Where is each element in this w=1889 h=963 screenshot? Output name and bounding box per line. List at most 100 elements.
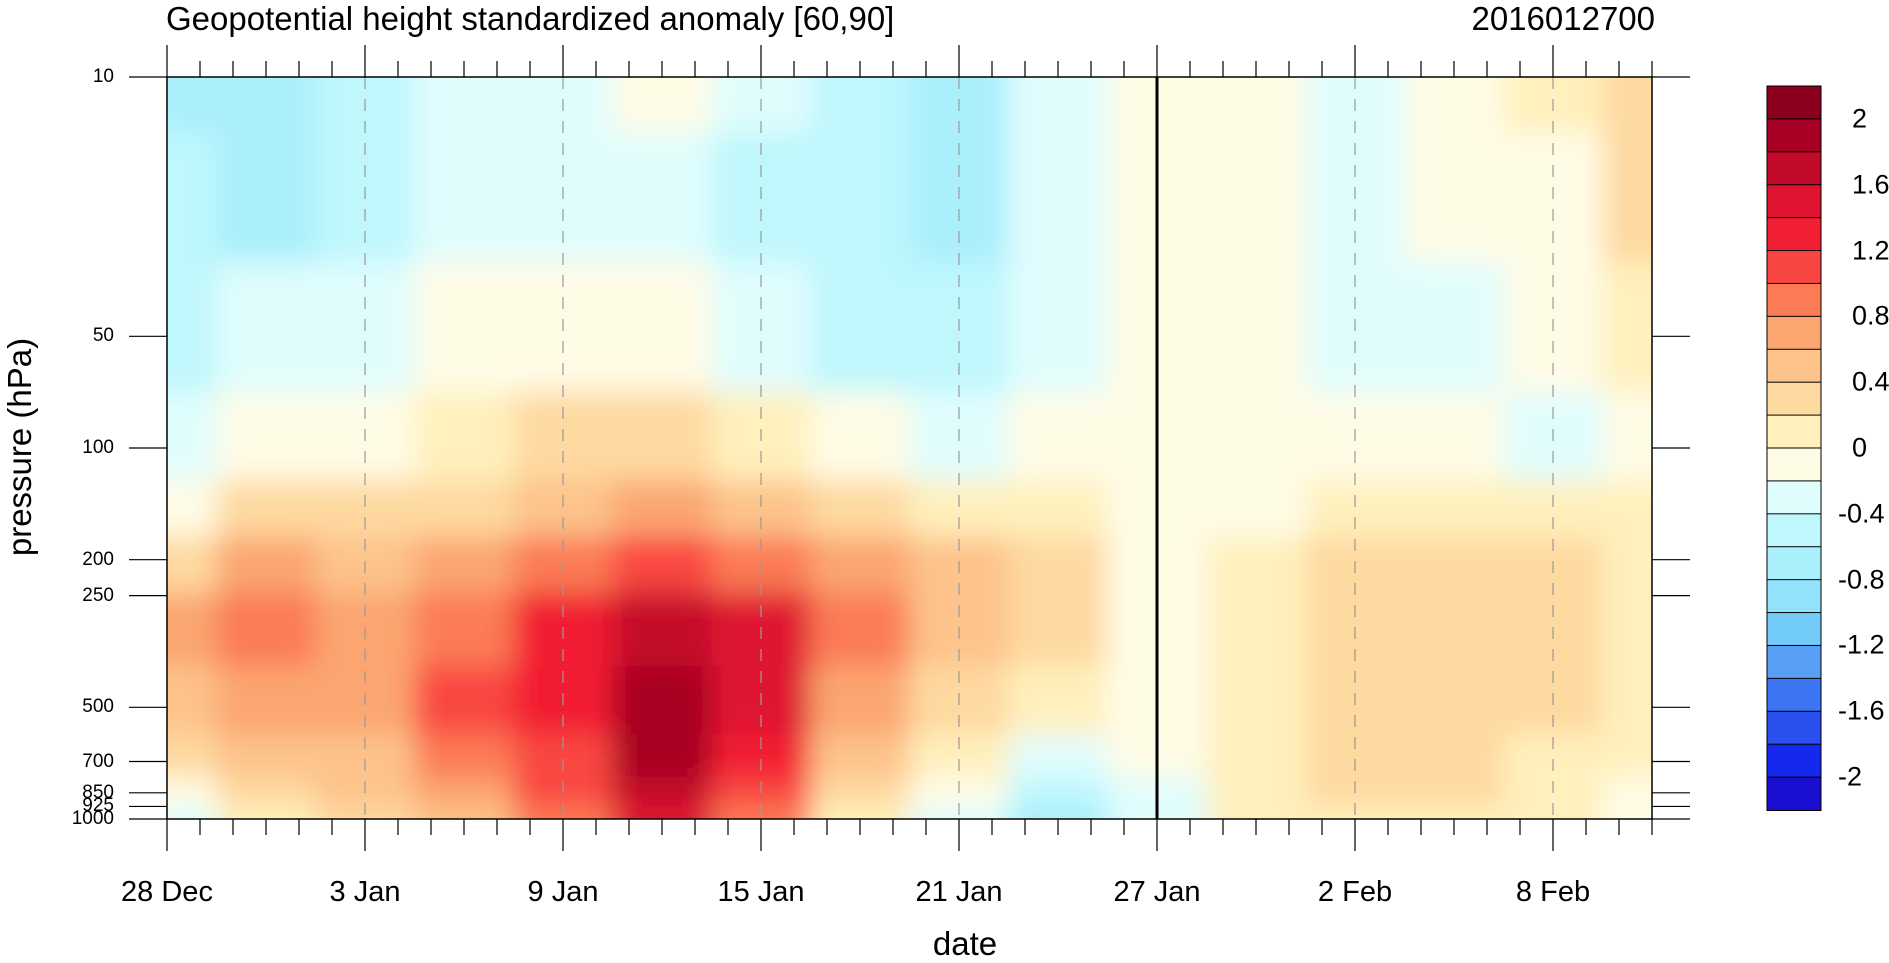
field-cell bbox=[1404, 592, 1505, 668]
field-cell bbox=[810, 592, 911, 668]
field-cell bbox=[612, 77, 713, 134]
colorbar-tick-label: -1.2 bbox=[1838, 629, 1885, 660]
colorbar-swatch bbox=[1766, 151, 1822, 186]
field-cell bbox=[216, 262, 317, 394]
y-tick-label: 50 bbox=[92, 325, 114, 347]
field-cell bbox=[167, 734, 218, 779]
field-cell bbox=[414, 392, 515, 482]
field-cell bbox=[1206, 666, 1307, 736]
field-cell bbox=[1008, 132, 1109, 264]
colorbar-swatch bbox=[1766, 414, 1822, 450]
x-tick-label: 2 Feb bbox=[1317, 876, 1393, 908]
colorbar-tick-label: -1.6 bbox=[1838, 695, 1885, 726]
field-cell bbox=[216, 805, 317, 819]
colorbar-swatch bbox=[1766, 85, 1822, 120]
colorbar-swatch bbox=[1766, 612, 1822, 647]
colorbar-tick-label: 1.2 bbox=[1852, 235, 1889, 266]
field-cell bbox=[414, 666, 515, 736]
colorbar-swatch bbox=[1766, 282, 1822, 318]
colorbar-swatch bbox=[1766, 710, 1822, 746]
field-cell bbox=[1404, 132, 1505, 264]
field-cell bbox=[810, 536, 911, 594]
field-cell bbox=[216, 392, 317, 482]
field-cell bbox=[1008, 392, 1109, 482]
field-cell bbox=[1206, 392, 1307, 482]
field-cell bbox=[1602, 77, 1652, 134]
x-tick-label: 15 Jan bbox=[717, 876, 805, 908]
field-cell bbox=[1206, 536, 1307, 594]
field-cell bbox=[167, 262, 218, 394]
field-cell bbox=[810, 132, 911, 264]
x-tick-label: 8 Feb bbox=[1515, 876, 1591, 908]
colorbar-swatch bbox=[1766, 447, 1822, 482]
field-cell bbox=[1008, 777, 1109, 807]
chart-timestamp: 2016012700 bbox=[1471, 0, 1655, 37]
field-cell bbox=[1008, 536, 1109, 594]
field-cell bbox=[1602, 536, 1652, 594]
y-axis-label: pressure (hPa) bbox=[1, 337, 38, 557]
field-cell bbox=[612, 480, 713, 538]
field-cell bbox=[810, 777, 911, 807]
field-cell bbox=[216, 666, 317, 736]
x-tick-label: 3 Jan bbox=[329, 876, 401, 908]
colorbar-swatch bbox=[1766, 217, 1822, 252]
field-cell bbox=[414, 77, 515, 134]
field-cell bbox=[612, 734, 713, 779]
field-cell bbox=[810, 392, 911, 482]
field-cell bbox=[216, 132, 317, 264]
field-cell bbox=[414, 592, 515, 668]
colorbar-tick-label: 2 bbox=[1852, 103, 1868, 134]
field-cell bbox=[1008, 262, 1109, 394]
colorbar-tick-label: -0.8 bbox=[1838, 564, 1885, 595]
x-tick-label: 27 Jan bbox=[1113, 876, 1201, 908]
field-cell bbox=[612, 592, 713, 668]
field-cell bbox=[1404, 666, 1505, 736]
colorbar-swatch bbox=[1766, 776, 1822, 811]
colorbar-swatch bbox=[1766, 381, 1822, 417]
x-tick-label: 28 Dec bbox=[121, 876, 213, 908]
field-cell bbox=[1404, 480, 1505, 538]
x-axis-label-text: date bbox=[932, 925, 998, 962]
field-cell bbox=[167, 77, 218, 134]
field-cell bbox=[1404, 77, 1505, 134]
field-cell bbox=[1206, 480, 1307, 538]
field-cell bbox=[414, 805, 515, 819]
field-cell bbox=[1602, 734, 1652, 779]
colorbar-swatch bbox=[1766, 743, 1822, 779]
x-tick-label: 9 Jan bbox=[527, 876, 599, 908]
field-cell bbox=[810, 734, 911, 779]
x-axis-label: date bbox=[0, 925, 1788, 963]
field-cell bbox=[810, 805, 911, 819]
y-tick-label: 925 bbox=[82, 795, 114, 817]
colorbar-swatch bbox=[1766, 348, 1822, 384]
field-cell bbox=[1206, 805, 1307, 819]
field-cell bbox=[414, 262, 515, 394]
field-cell bbox=[612, 666, 713, 736]
colorbar-tick-label: 0.4 bbox=[1852, 366, 1889, 397]
field-cell bbox=[167, 392, 218, 482]
field-cell bbox=[1602, 805, 1652, 819]
y-tick-label: 100 bbox=[82, 437, 114, 458]
field-cell bbox=[1008, 480, 1109, 538]
field-cell bbox=[1602, 262, 1652, 394]
colorbar-swatch bbox=[1766, 513, 1822, 548]
field-cell bbox=[216, 536, 317, 594]
field-cell bbox=[1008, 734, 1109, 779]
colorbar-swatch bbox=[1766, 118, 1822, 153]
field-cell bbox=[1404, 805, 1505, 819]
field-cell bbox=[1008, 805, 1109, 819]
colorbar-tick-label: 0.8 bbox=[1852, 300, 1889, 331]
colorbar-swatch bbox=[1766, 677, 1822, 713]
field-cell bbox=[1602, 132, 1652, 264]
field-cell bbox=[1404, 777, 1505, 807]
field-cell bbox=[167, 805, 218, 819]
field-cell bbox=[1206, 262, 1307, 394]
field-cell bbox=[414, 480, 515, 538]
field-cell bbox=[414, 777, 515, 807]
y-tick-label: 250 bbox=[82, 584, 114, 606]
field-cell bbox=[1008, 666, 1109, 736]
field-cell bbox=[1008, 592, 1109, 668]
colorbar-swatch bbox=[1766, 644, 1822, 680]
field-cell bbox=[1404, 262, 1505, 394]
